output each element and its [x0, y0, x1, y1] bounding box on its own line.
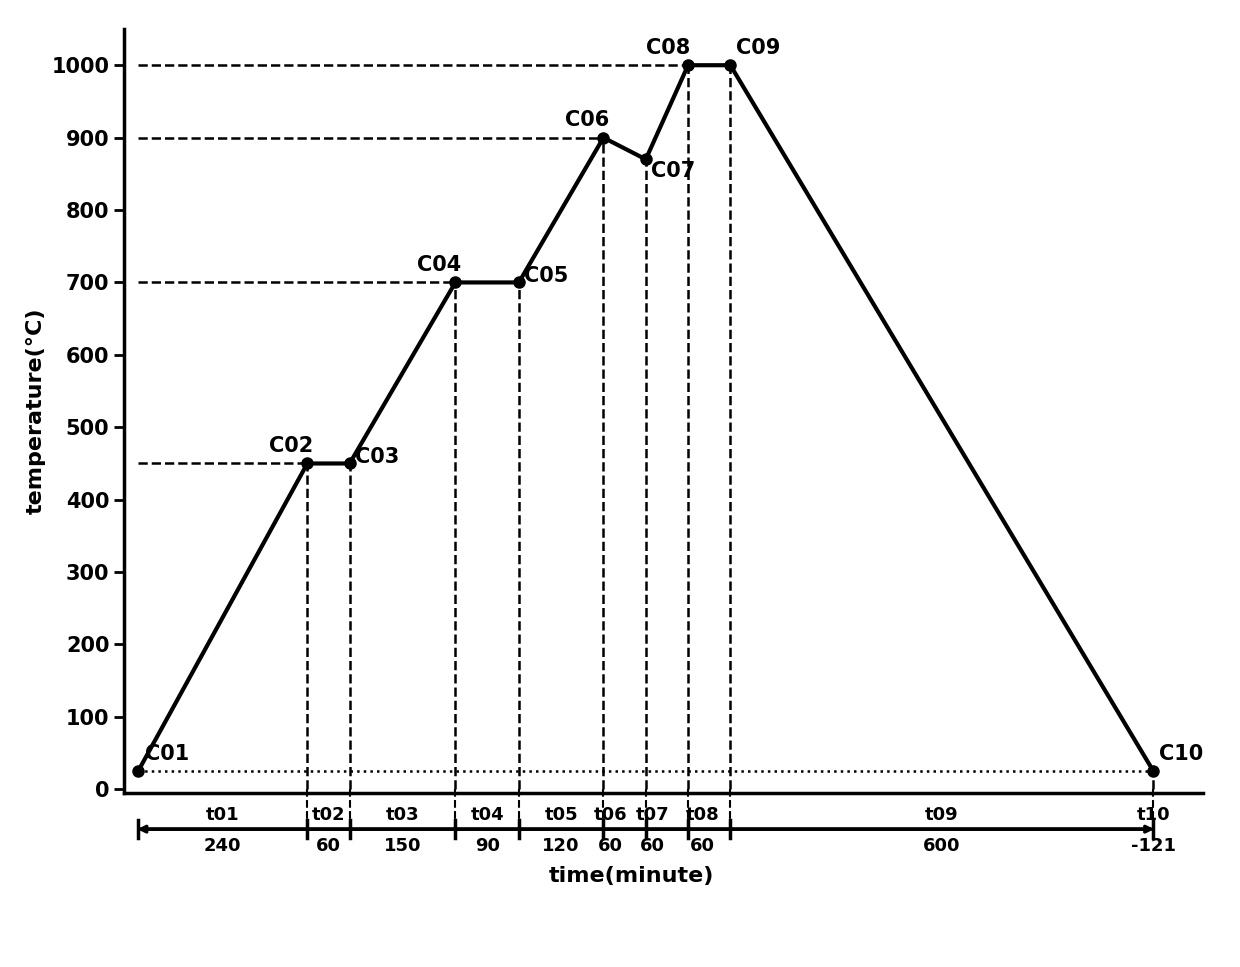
Text: 240: 240: [203, 836, 242, 855]
Text: 60: 60: [316, 836, 341, 855]
Text: 120: 120: [542, 836, 580, 855]
Text: time(minute): time(minute): [549, 866, 714, 886]
Text: t01: t01: [206, 806, 239, 824]
Text: t04: t04: [470, 806, 503, 824]
Text: C10: C10: [1159, 744, 1203, 764]
Text: C07: C07: [651, 161, 696, 181]
Text: C06: C06: [564, 110, 609, 131]
Text: 60: 60: [689, 836, 714, 855]
Text: 150: 150: [383, 836, 422, 855]
Text: C08: C08: [646, 38, 689, 58]
Text: t09: t09: [925, 806, 959, 824]
Text: 60: 60: [598, 836, 622, 855]
Text: C05: C05: [525, 266, 569, 286]
Text: t10: t10: [1137, 806, 1171, 824]
Text: C09: C09: [737, 38, 780, 58]
Text: C04: C04: [417, 255, 461, 276]
Text: -121: -121: [1131, 836, 1176, 855]
Text: t02: t02: [311, 806, 345, 824]
Text: t06: t06: [594, 806, 627, 824]
Text: C02: C02: [269, 436, 312, 456]
Text: 600: 600: [923, 836, 961, 855]
Text: 90: 90: [475, 836, 500, 855]
Text: t08: t08: [686, 806, 719, 824]
Text: t05: t05: [544, 806, 578, 824]
Text: t07: t07: [636, 806, 670, 824]
Text: 60: 60: [640, 836, 666, 855]
Y-axis label: temperature(°C): temperature(°C): [26, 308, 46, 514]
Text: C03: C03: [356, 447, 399, 467]
Text: C01: C01: [145, 744, 190, 764]
Text: t03: t03: [386, 806, 419, 824]
